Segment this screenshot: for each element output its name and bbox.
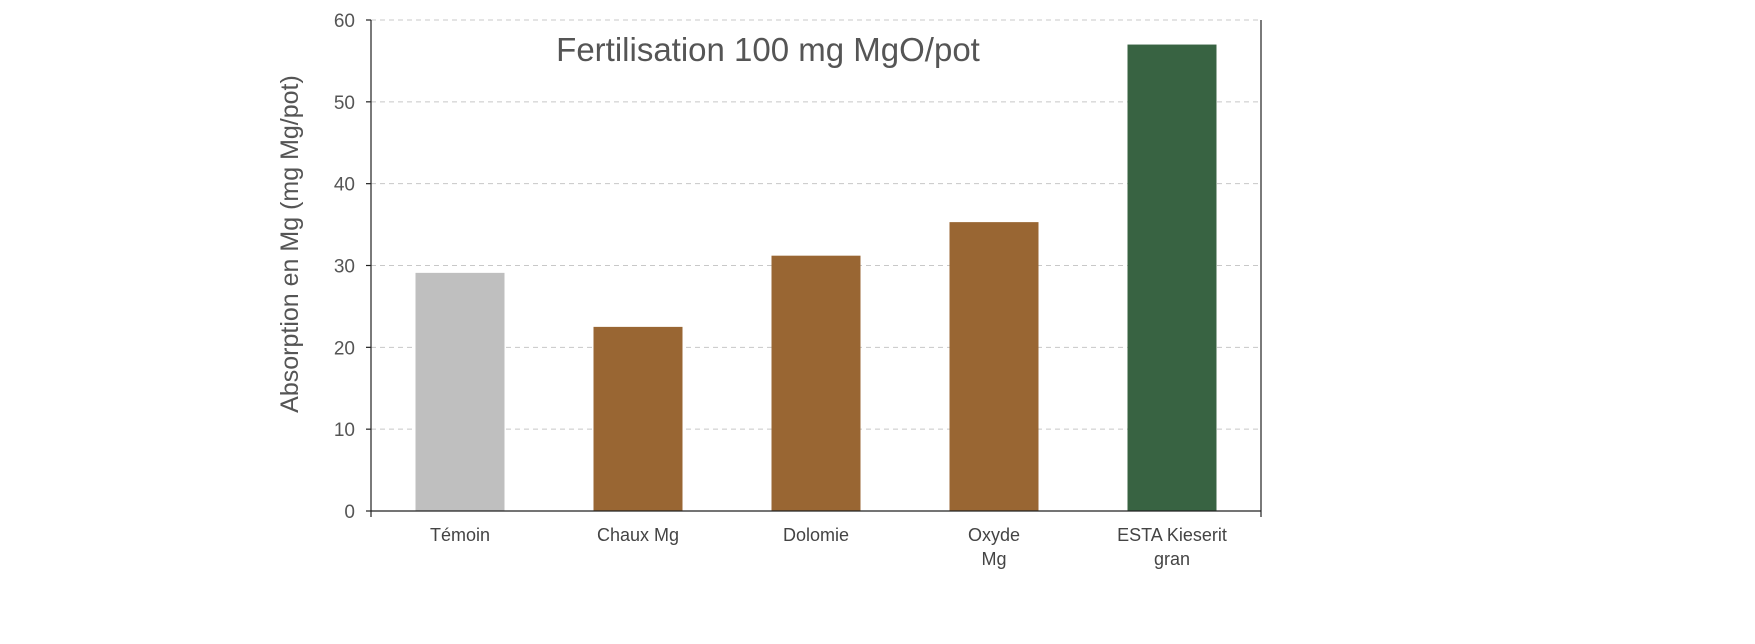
bar <box>593 326 683 511</box>
x-category-label: Dolomie <box>783 525 849 545</box>
bar <box>1127 44 1217 512</box>
x-category-label: ESTA Kieserit <box>1117 525 1227 545</box>
y-axis-title: Absorption en Mg (mg Mg/pot) <box>276 75 304 413</box>
y-tick-label: 30 <box>334 257 355 278</box>
x-category-label: Témoin <box>430 525 490 545</box>
y-tick-label: 20 <box>334 338 355 359</box>
y-tick-label: 50 <box>334 93 355 114</box>
y-tick-label: 60 <box>334 11 355 32</box>
bar <box>771 255 861 511</box>
chart-title: Fertilisation 100 mg MgO/pot <box>556 31 980 68</box>
axes <box>366 19 1262 517</box>
x-category-labels: Témoin Chaux Mg Dolomie Oxyde Mg ESTA Kieseri… <box>430 525 1227 569</box>
bar <box>415 272 505 511</box>
bar <box>949 222 1039 511</box>
y-tick-label: 0 <box>344 502 355 523</box>
bars <box>415 44 1217 512</box>
x-category-label: Oxyde <box>968 525 1020 545</box>
x-category-label: Chaux Mg <box>597 525 679 545</box>
y-tick-label: 40 <box>334 175 355 196</box>
x-category-label: gran <box>1154 549 1190 569</box>
y-tick-labels: 0 10 20 30 40 50 60 <box>334 11 355 523</box>
x-category-label: Mg <box>981 549 1006 569</box>
y-tick-label: 10 <box>334 420 355 441</box>
